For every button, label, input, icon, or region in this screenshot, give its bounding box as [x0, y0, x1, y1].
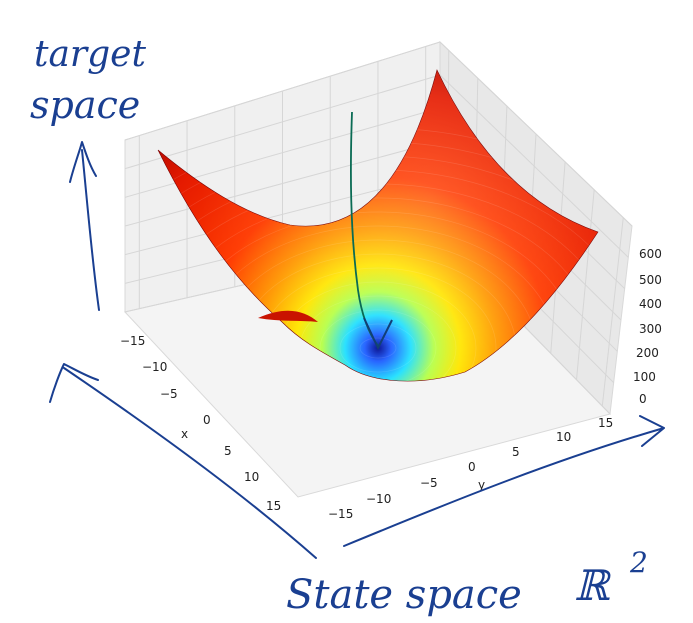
real-plane-symbol: ℝ	[574, 561, 612, 610]
x-tick-4: 5	[224, 444, 232, 458]
handwritten-annotations: target space State space ℝ 2	[30, 34, 665, 618]
target-space-line2: space	[30, 83, 140, 127]
z-tick-6: 600	[639, 247, 662, 261]
x-tick-2: −5	[160, 387, 178, 401]
y-axis-label: y	[478, 478, 485, 492]
x-tick-1: −10	[142, 360, 167, 374]
state-space-arrow-right	[343, 415, 665, 547]
x-axis-ticks: −15 −10 −5 0 5 10 15	[120, 334, 281, 513]
x-tick-5: 10	[244, 470, 259, 484]
front-lip	[258, 310, 318, 322]
y-tick-6: 15	[598, 416, 613, 430]
z-tick-1: 100	[633, 370, 656, 384]
y-tick-4: 5	[512, 445, 520, 459]
z-tick-5: 500	[639, 273, 662, 287]
z-tick-3: 300	[639, 322, 662, 336]
z-tick-2: 200	[636, 346, 659, 360]
state-space-arrow-left	[49, 363, 317, 559]
x-tick-0: −15	[120, 334, 145, 348]
target-space-arrow	[69, 141, 100, 311]
z-axis-ticks: 0 100 200 300 400 500 600	[633, 247, 662, 406]
x-tick-6: 15	[266, 499, 281, 513]
x-axis-label: x	[181, 427, 188, 441]
descent-arrow	[349, 111, 393, 351]
z-tick-4: 400	[639, 297, 662, 311]
y-tick-5: 10	[556, 430, 571, 444]
state-space-label: State space	[286, 572, 522, 618]
real-plane-exponent: 2	[629, 546, 648, 579]
y-tick-2: −5	[420, 476, 438, 490]
x-tick-3: 0	[203, 413, 211, 427]
y-tick-1: −10	[366, 492, 391, 506]
y-tick-0: −15	[328, 507, 353, 521]
target-space-line1: target	[34, 34, 146, 75]
z-tick-0: 0	[639, 392, 647, 406]
y-axis-ticks: −15 −10 −5 0 5 10 15	[328, 416, 613, 521]
y-tick-3: 0	[468, 460, 476, 474]
